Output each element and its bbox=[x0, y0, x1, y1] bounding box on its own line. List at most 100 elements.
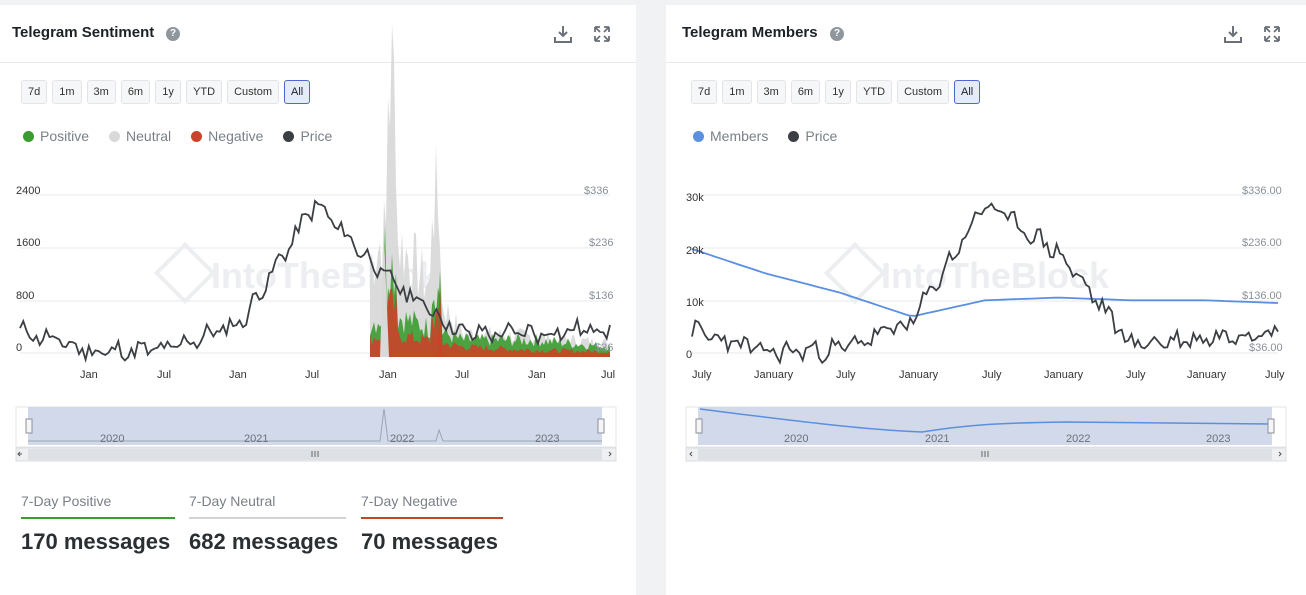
y-right-tick: $36 bbox=[595, 342, 614, 354]
x-tick: Jul bbox=[601, 369, 616, 381]
range-button-7d[interactable]: 7d bbox=[691, 80, 718, 104]
y-left-tick: 30k bbox=[686, 192, 704, 204]
legend-item-members[interactable]: Members bbox=[693, 128, 768, 144]
legend-dot-icon bbox=[109, 130, 121, 142]
expand-icon[interactable] bbox=[591, 23, 613, 45]
stat-label: 7-Day Positive bbox=[21, 493, 112, 509]
scroll-grip-icon bbox=[311, 451, 319, 457]
x-tick: Jul bbox=[305, 369, 320, 381]
range-selector: 7d 1m 3m 6m 1y YTD Custom All bbox=[21, 80, 311, 104]
range-button-1m[interactable]: 1m bbox=[52, 80, 82, 104]
help-icon[interactable]: ? bbox=[166, 27, 180, 41]
y-left-tick: 10k bbox=[686, 297, 704, 309]
y-left-tick: 0 bbox=[686, 349, 693, 361]
range-button-3m[interactable]: 3m bbox=[86, 80, 116, 104]
range-button-6m[interactable]: 6m bbox=[790, 80, 821, 104]
x-tick: Jan bbox=[379, 369, 397, 381]
help-icon[interactable]: ? bbox=[830, 27, 844, 41]
negative-area bbox=[370, 288, 610, 357]
range-button-6m[interactable]: 6m bbox=[120, 80, 151, 104]
download-icon[interactable] bbox=[1222, 23, 1244, 45]
legend-label: Price bbox=[805, 128, 838, 144]
y-right-tick: $336.00 bbox=[1242, 185, 1282, 197]
x-tick: Jan bbox=[229, 369, 247, 381]
navigator-left-handle bbox=[25, 418, 33, 434]
x-tick: Jan bbox=[80, 369, 98, 381]
navigator-year: 2021 bbox=[244, 433, 269, 445]
range-button-ytd[interactable]: YTD bbox=[186, 80, 223, 104]
x-tick: July bbox=[1265, 369, 1285, 381]
y-right-tick: $136 bbox=[589, 290, 614, 302]
range-button-1m[interactable]: 1m bbox=[722, 80, 752, 104]
sentiment-title: Telegram Sentiment bbox=[12, 24, 155, 41]
stat-underline bbox=[21, 517, 175, 519]
legend-item-neutral[interactable]: Neutral bbox=[109, 128, 171, 144]
x-tick: January bbox=[899, 369, 939, 381]
legend-label: Price bbox=[300, 128, 333, 144]
x-tick: July bbox=[692, 369, 712, 381]
stat-value: 170 messages bbox=[21, 529, 171, 554]
watermark-logo-icon bbox=[153, 241, 217, 305]
download-icon[interactable] bbox=[552, 23, 574, 45]
navigator-year: 2023 bbox=[535, 433, 560, 445]
range-button-1y[interactable]: 1y bbox=[825, 80, 852, 104]
x-tick: Jul bbox=[455, 369, 470, 381]
y-left-tick: 20k bbox=[686, 245, 704, 257]
range-button-custom[interactable]: Custom bbox=[897, 80, 949, 104]
stat-underline bbox=[361, 517, 503, 519]
stat-value: 70 messages bbox=[361, 529, 498, 554]
legend-item-positive[interactable]: Positive bbox=[23, 128, 89, 144]
scroll-right-icon bbox=[608, 451, 612, 457]
range-button-7d[interactable]: 7d bbox=[21, 80, 48, 104]
members-panel: Telegram Members ? 7d 1m 3m 6m 1y YTD Custom Al… bbox=[666, 5, 1306, 595]
navigator-series bbox=[699, 408, 1271, 433]
legend-dot-icon bbox=[23, 130, 34, 142]
price-line bbox=[19, 199, 611, 364]
legend-dot-icon bbox=[788, 130, 800, 142]
scroll-left-icon bbox=[17, 451, 22, 457]
legend-dot-icon bbox=[693, 130, 704, 142]
y-left-tick: 0 bbox=[16, 342, 23, 354]
range-button-3m[interactable]: 3m bbox=[756, 80, 786, 104]
y-right-tick: $236.00 bbox=[1242, 237, 1282, 249]
y-right-tick: $236 bbox=[589, 237, 614, 249]
range-button-custom[interactable]: Custom bbox=[227, 80, 279, 104]
y-left-tick: 800 bbox=[16, 290, 35, 302]
x-tick: July bbox=[1126, 369, 1146, 381]
members-title: Telegram Members bbox=[682, 24, 818, 41]
y-right-tick: $136.00 bbox=[1242, 290, 1282, 302]
sentiment-legend: Positive Neutral Negative Price bbox=[23, 128, 332, 144]
sentiment-panel: Telegram Sentiment ? 7d 1m 3m 6m 1y YTD Custom… bbox=[0, 5, 636, 595]
neutral-spike bbox=[380, 237, 389, 357]
scroll-right-icon bbox=[1278, 451, 1282, 457]
legend-item-price[interactable]: Price bbox=[788, 128, 837, 144]
legend-label: Members bbox=[710, 128, 769, 144]
legend-item-negative[interactable]: Negative bbox=[191, 128, 263, 144]
range-button-all[interactable]: All bbox=[954, 80, 981, 104]
range-button-ytd[interactable]: YTD bbox=[856, 80, 893, 104]
range-button-1y[interactable]: 1y bbox=[155, 80, 182, 104]
legend-label: Positive bbox=[40, 128, 90, 144]
stat-negative: 7-Day Negative 70 messages bbox=[361, 493, 503, 555]
sentiment-chart: IntoTheBlock bbox=[15, 23, 617, 462]
y-left-tick: 1600 bbox=[16, 237, 41, 249]
x-tick: January bbox=[1187, 369, 1227, 381]
navigator-year: 2020 bbox=[784, 433, 809, 445]
legend-item-price[interactable]: Price bbox=[283, 128, 332, 144]
price-line bbox=[691, 202, 1279, 366]
navigator-right-handle bbox=[1267, 418, 1275, 434]
x-tick: January bbox=[754, 369, 794, 381]
members-line bbox=[691, 248, 1279, 317]
navigator-year: 2023 bbox=[1206, 433, 1231, 445]
x-tick: Jul bbox=[157, 369, 172, 381]
expand-icon[interactable] bbox=[1261, 23, 1283, 45]
members-chart: IntoTheBlock bbox=[685, 194, 1287, 462]
watermark-logo-icon bbox=[823, 241, 887, 305]
range-button-all[interactable]: All bbox=[284, 80, 311, 104]
y-right-tick: $336 bbox=[584, 185, 609, 197]
x-tick: July bbox=[836, 369, 856, 381]
legend-label: Negative bbox=[208, 128, 264, 144]
negative-spike bbox=[437, 290, 443, 357]
legend-dot-icon bbox=[283, 130, 295, 142]
legend-label: Neutral bbox=[126, 128, 172, 144]
